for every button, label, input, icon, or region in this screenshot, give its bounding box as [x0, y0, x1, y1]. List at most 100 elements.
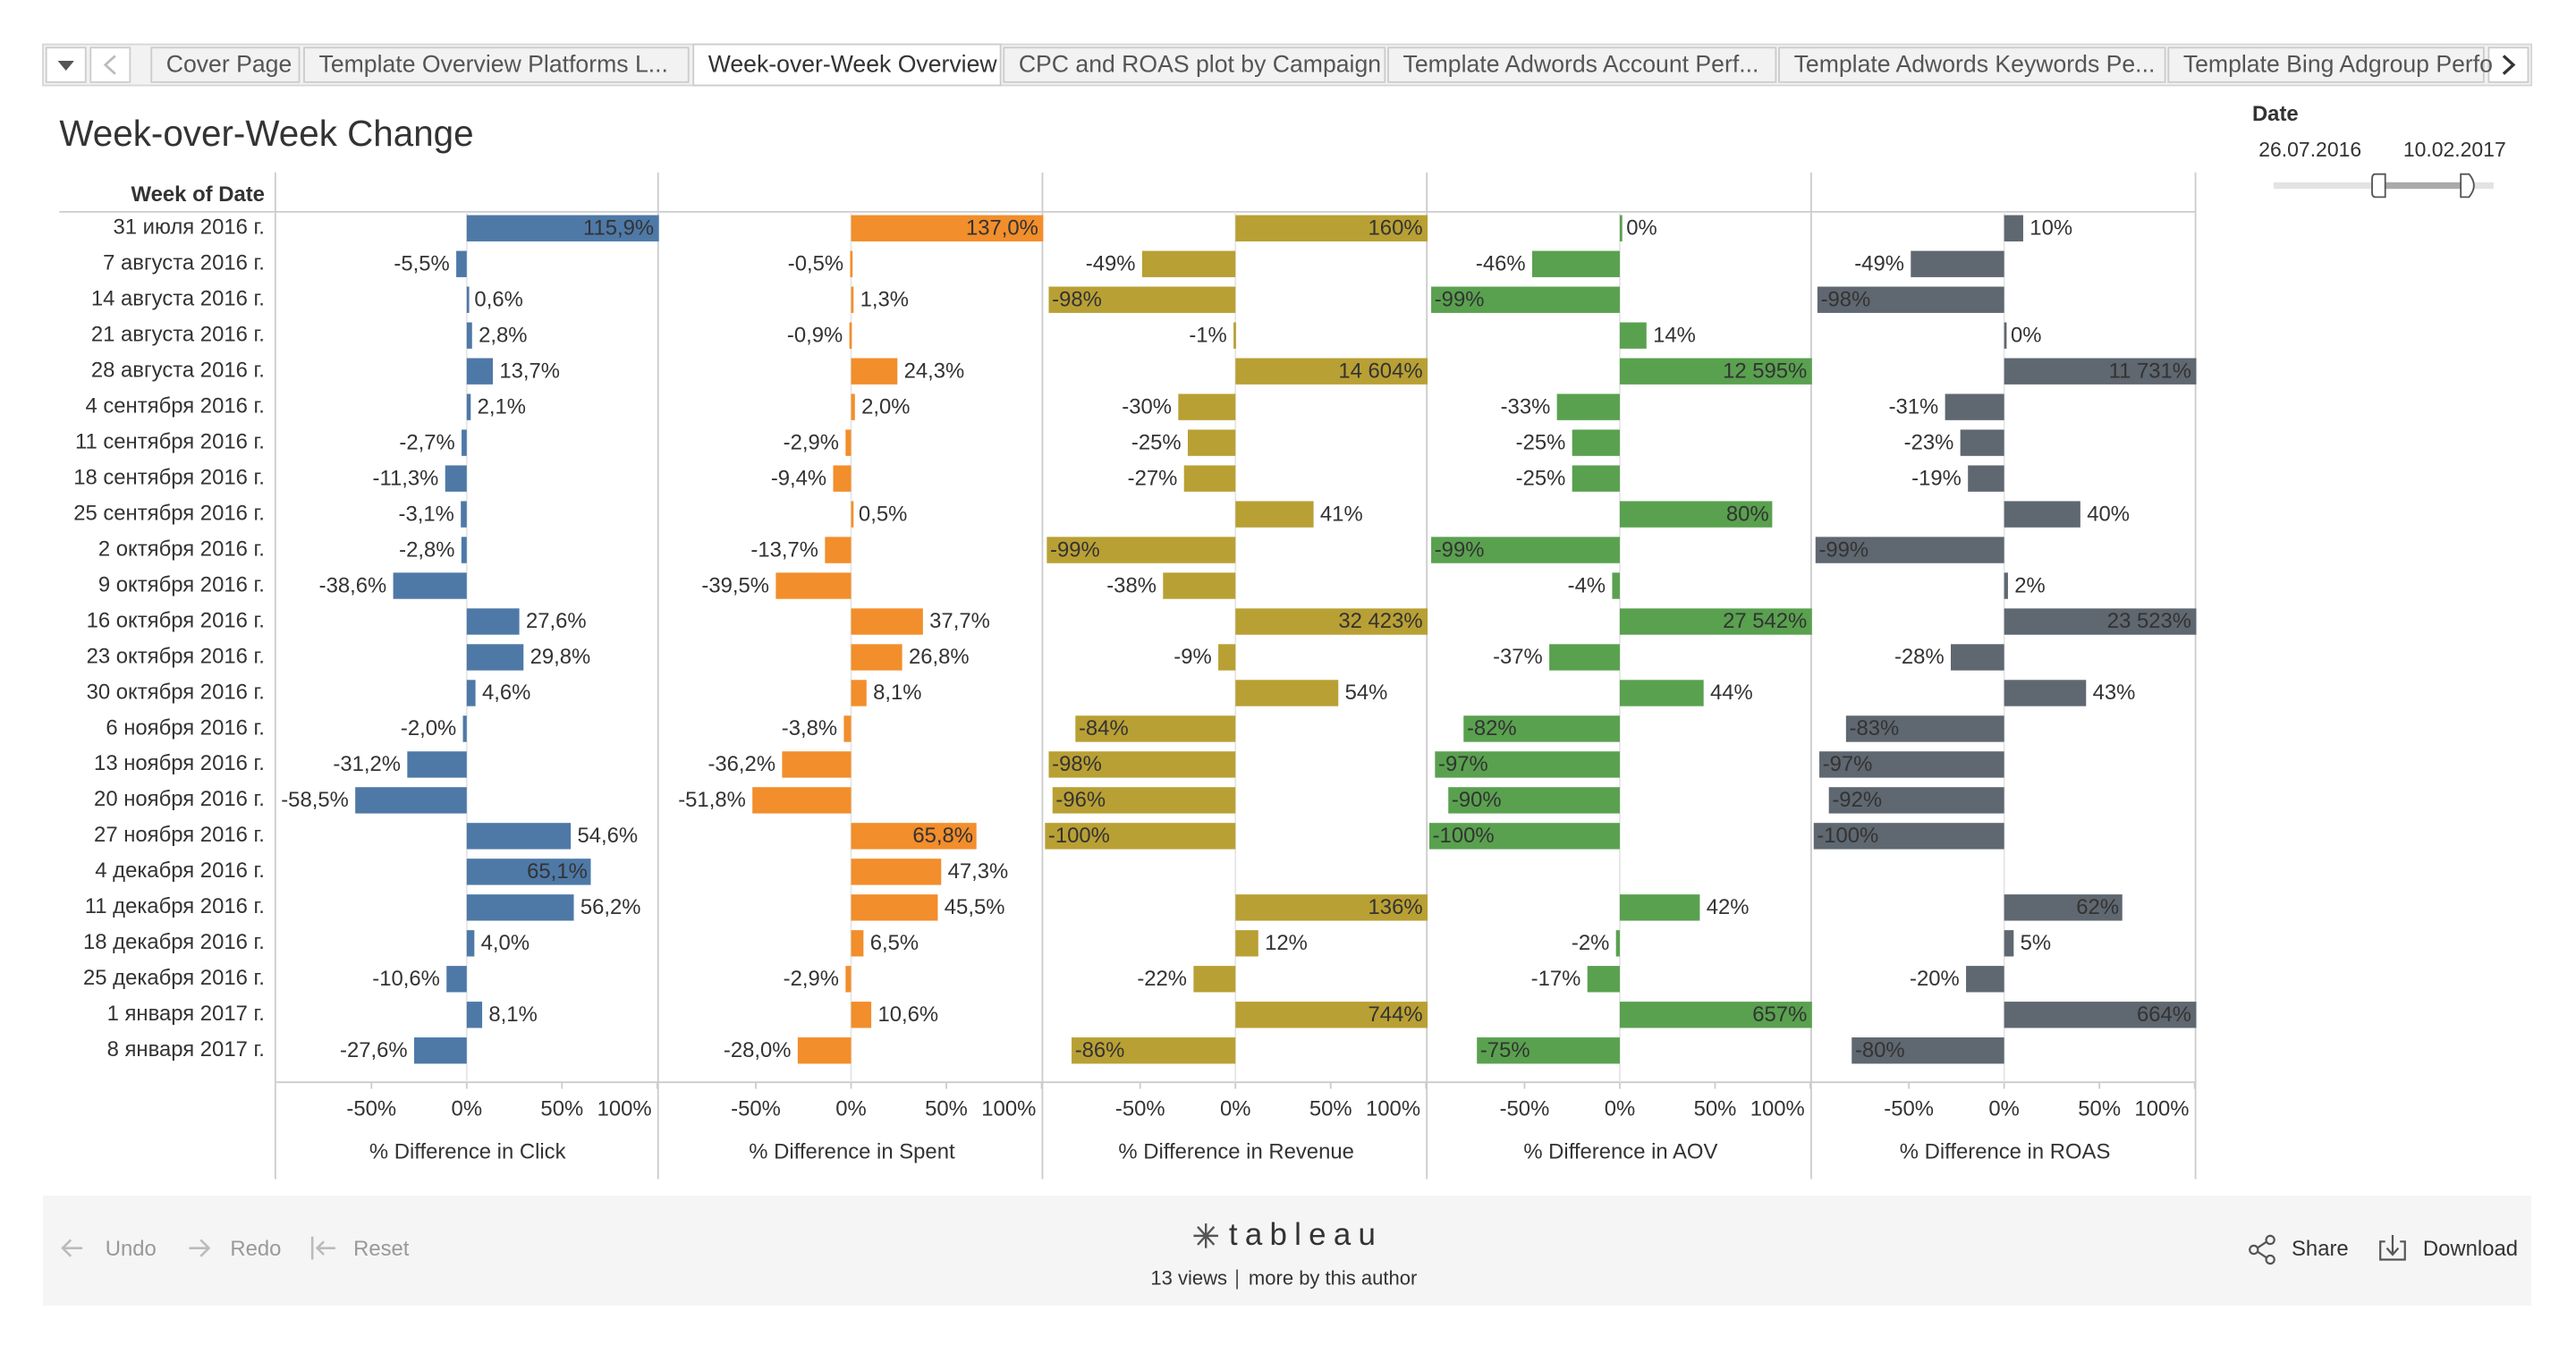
bar — [466, 608, 520, 635]
bar — [1045, 823, 1236, 850]
value-label: -99% — [1435, 287, 1485, 311]
row-header: Week of Date — [131, 182, 265, 207]
bar — [1852, 1037, 2004, 1064]
tab-prev-button[interactable] — [89, 47, 131, 83]
value-label: 6,5% — [870, 931, 919, 955]
tab[interactable] — [2167, 47, 2485, 83]
tab-label: Template Adwords Account Perf... — [1403, 50, 1759, 77]
bar — [1960, 429, 2004, 456]
value-label: 744% — [1368, 1002, 1423, 1027]
value-label: 44% — [1710, 681, 1753, 705]
value-label: 664% — [2137, 1002, 2191, 1027]
value-label: -17% — [1531, 967, 1581, 991]
tab-label: Cover Page — [166, 50, 292, 77]
value-label: -99% — [1435, 537, 1485, 562]
tab[interactable] — [692, 43, 1002, 87]
value-label: -82% — [1467, 716, 1517, 740]
value-label: 23 523% — [2107, 609, 2191, 633]
tab[interactable] — [1003, 47, 1386, 83]
redo-button[interactable]: Redo — [230, 1237, 281, 1261]
bar — [2004, 358, 2197, 385]
tab[interactable] — [150, 47, 301, 83]
slider-range — [2383, 182, 2468, 190]
next-icon — [2502, 55, 2516, 75]
value-label: -2,8% — [399, 537, 454, 562]
menu-icon — [57, 60, 74, 71]
views-count: 13 views — [1150, 1266, 1227, 1289]
value-label: -99% — [1050, 537, 1100, 562]
share-button[interactable]: Share — [2292, 1237, 2349, 1261]
value-label: 54,6% — [577, 824, 638, 848]
bar — [1619, 358, 1812, 385]
value-label: -9% — [1174, 645, 1211, 669]
bar — [1477, 1037, 1620, 1064]
value-label: -80% — [1855, 1038, 1905, 1062]
filter-end: 10.02.2017 — [2403, 138, 2506, 161]
row-label: 31 июля 2016 г. — [113, 216, 264, 240]
more-by-author-link[interactable]: more by this author — [1249, 1266, 1417, 1289]
value-label: 8,1% — [873, 681, 921, 705]
bar — [1435, 751, 1620, 778]
reset-button[interactable]: Reset — [353, 1237, 410, 1261]
value-label: -38% — [1106, 573, 1157, 597]
tab-label: Template Overview Platforms L... — [319, 50, 668, 77]
value-label: 1,3% — [860, 287, 909, 311]
row-label: 16 октября 2016 г. — [87, 608, 265, 632]
value-label: -27% — [1128, 466, 1178, 490]
bar — [466, 286, 470, 313]
bar — [1966, 966, 2004, 993]
value-label: 160% — [1368, 216, 1423, 240]
bar — [851, 644, 902, 671]
value-label: 14% — [1653, 323, 1696, 347]
bar — [2004, 680, 2087, 706]
value-label: 32 423% — [1338, 609, 1422, 633]
bar — [1619, 322, 1647, 349]
row-label: 18 сентября 2016 г. — [73, 465, 265, 489]
bar — [1178, 393, 1236, 420]
value-label: 62% — [2076, 895, 2119, 919]
undo-button[interactable]: Undo — [106, 1237, 157, 1261]
slider-handle-start[interactable] — [2371, 173, 2386, 199]
value-label: -37% — [1493, 645, 1543, 669]
bar — [752, 787, 852, 814]
bar — [456, 250, 467, 277]
value-label: -1% — [1189, 323, 1226, 347]
row-label: 4 сентября 2016 г. — [85, 393, 264, 418]
x-tick-label: 100% — [1750, 1097, 1805, 1121]
brand[interactable]: tableau — [1229, 1217, 1383, 1252]
filter-start: 26.07.2016 — [2258, 138, 2361, 161]
tab[interactable] — [1387, 47, 1777, 83]
value-label: -25% — [1516, 430, 1566, 454]
tab-next-button[interactable] — [2487, 47, 2529, 83]
bar — [1531, 250, 1620, 277]
value-label: -25% — [1516, 466, 1566, 490]
value-label: -100% — [1048, 824, 1110, 848]
row-label: 11 сентября 2016 г. — [75, 429, 265, 453]
value-label: -96% — [1055, 788, 1106, 812]
share-icon — [2249, 1234, 2275, 1265]
slider-handle-end[interactable] — [2460, 173, 2475, 199]
bar — [1431, 537, 1620, 563]
value-label: -49% — [1086, 251, 1136, 275]
bar — [851, 1002, 872, 1028]
value-label: 56,2% — [580, 895, 641, 919]
value-label: -2,0% — [401, 716, 456, 740]
bar — [782, 751, 852, 778]
bar — [1235, 608, 1428, 635]
bar-group — [752, 215, 1044, 1064]
bar — [850, 250, 853, 277]
bar-group — [355, 215, 659, 1064]
value-label: -75% — [1480, 1038, 1530, 1062]
bar — [851, 859, 942, 885]
bar — [851, 501, 854, 528]
tab[interactable] — [303, 47, 690, 83]
x-tick-label: 0% — [452, 1097, 482, 1121]
tab[interactable] — [1778, 47, 2166, 83]
x-tick-label: 50% — [540, 1097, 583, 1121]
bar — [1428, 823, 1620, 850]
row-label: 13 ноября 2016 г. — [94, 751, 265, 775]
bar — [2004, 930, 2014, 957]
bar — [461, 501, 467, 528]
download-button[interactable]: Download — [2423, 1237, 2518, 1261]
